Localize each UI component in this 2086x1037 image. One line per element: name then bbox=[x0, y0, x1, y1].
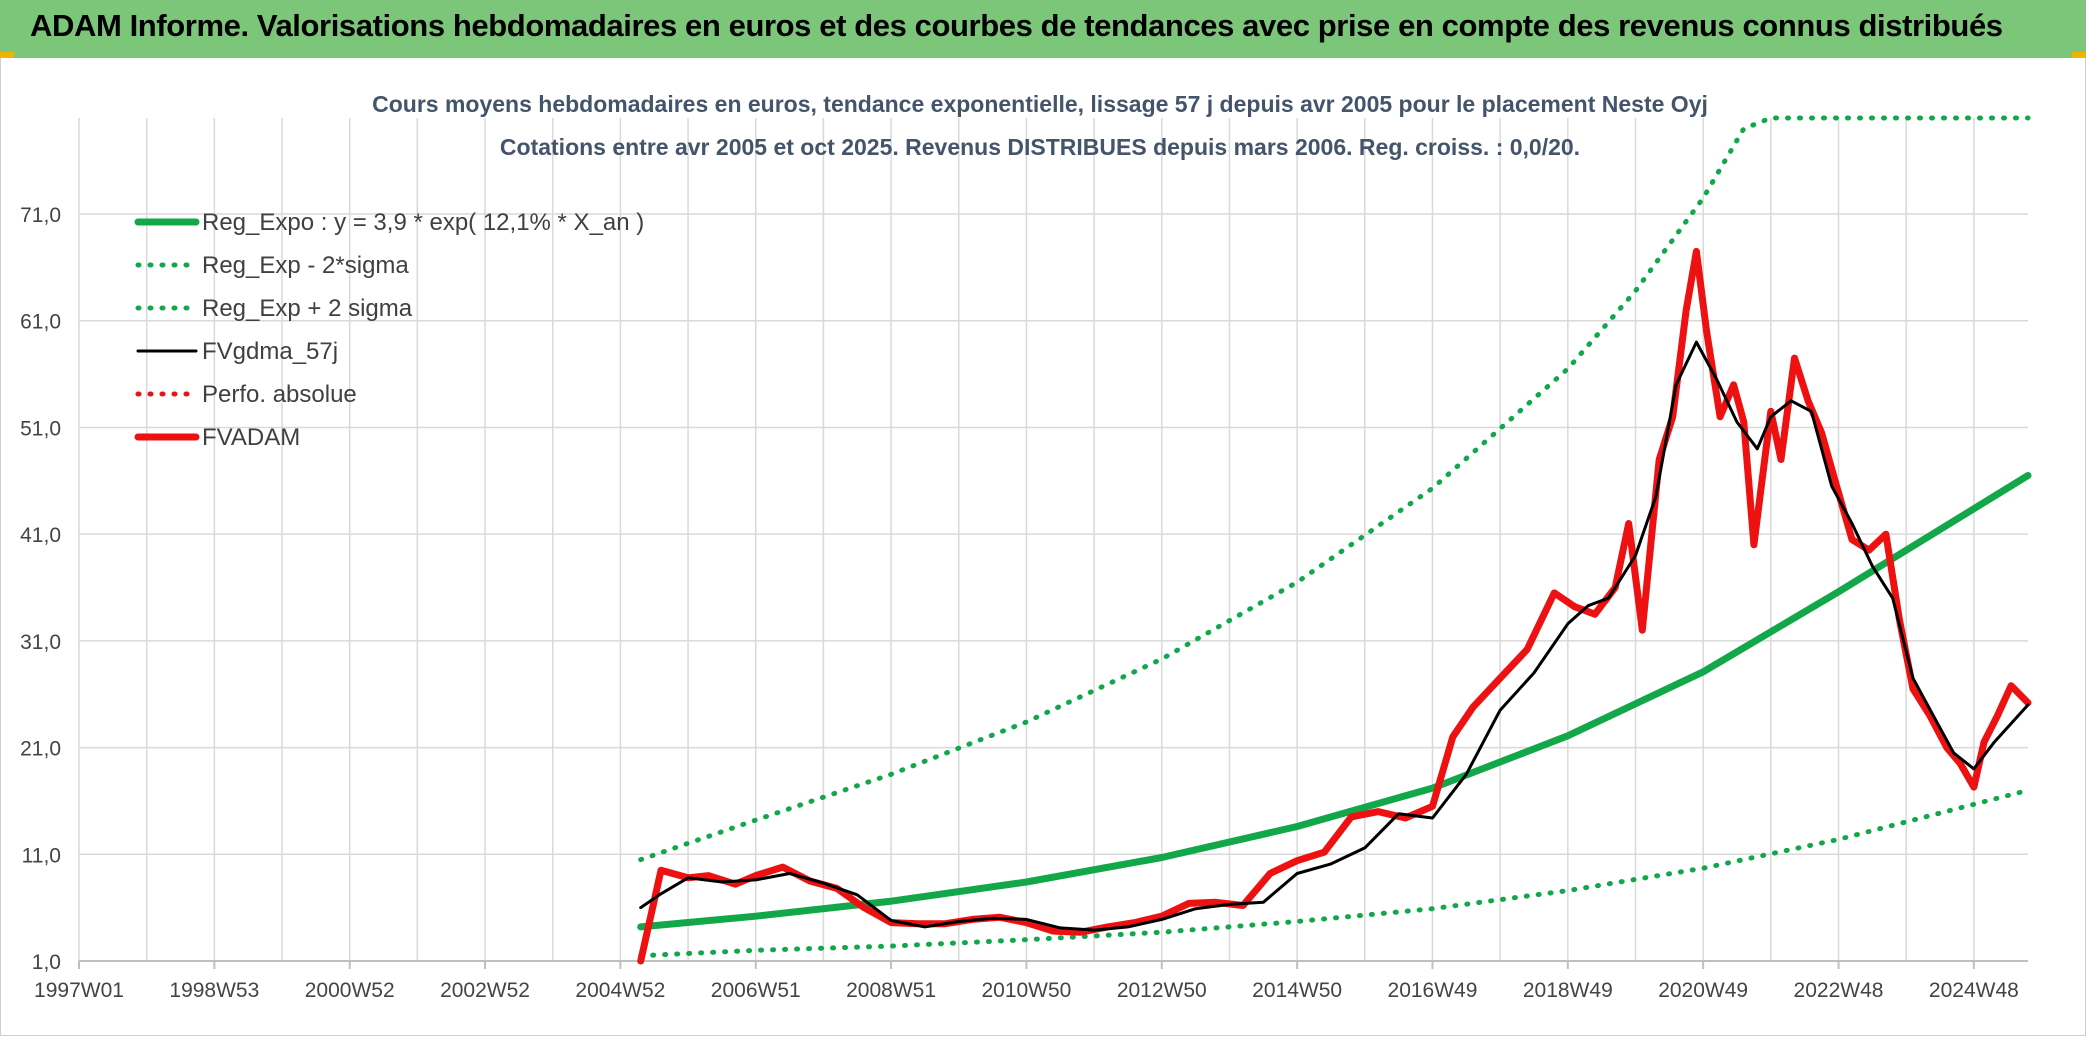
x-tick-label: 2022W48 bbox=[1794, 979, 1884, 1002]
legend-label: Reg_Exp + 2 sigma bbox=[202, 295, 413, 322]
x-tick-label: 2008W51 bbox=[846, 979, 936, 1002]
x-tick-label: 2020W49 bbox=[1658, 979, 1748, 1002]
x-tick-label: 1998W53 bbox=[169, 979, 259, 1002]
x-tick-label: 2018W49 bbox=[1523, 979, 1613, 1002]
y-tick-label: 61,0 bbox=[20, 311, 61, 334]
chart-title: Cours moyens hebdomadaires en euros, ten… bbox=[372, 91, 1708, 117]
series-line-1 bbox=[638, 787, 2031, 959]
legend: Reg_Expo : y = 3,9 * exp( 12,1% * X_an )… bbox=[134, 209, 644, 451]
legend-label: FVADAM bbox=[202, 424, 300, 451]
corner-marker-left bbox=[0, 52, 14, 58]
axis-layer: 1,0 11,0 21,0 31,0 41,0 51,0 61,0 71,0 1997W01 19… bbox=[20, 204, 2028, 1002]
x-tick-label: 1997W01 bbox=[34, 979, 124, 1002]
y-tick-label: 11,0 bbox=[22, 844, 61, 867]
y-tick-label: 41,0 bbox=[20, 524, 61, 547]
y-tick-label: 31,0 bbox=[20, 631, 61, 654]
y-tick-label: 71,0 bbox=[20, 204, 61, 227]
legend-label: Reg_Exp - 2*sigma bbox=[202, 252, 409, 279]
corner-marker-right bbox=[2072, 52, 2086, 58]
x-tick-label: 2006W51 bbox=[711, 979, 801, 1002]
x-tick-label: 2000W52 bbox=[305, 979, 395, 1002]
y-tick-label: 1,0 bbox=[32, 951, 61, 974]
header-banner: ADAM Informe. Valorisations hebdomadaire… bbox=[0, 0, 2086, 58]
series-layer bbox=[637, 115, 2032, 965]
legend-label: FVgdma_57j bbox=[202, 338, 338, 365]
x-tick-label: 2016W49 bbox=[1388, 979, 1478, 1002]
legend-label: Reg_Expo : y = 3,9 * exp( 12,1% * X_an ) bbox=[202, 209, 644, 236]
y-tick-label: 51,0 bbox=[20, 417, 61, 440]
grid-layer bbox=[78, 118, 2028, 962]
chart-subtitle: Cotations entre avr 2005 et oct 2025. Re… bbox=[500, 134, 1580, 160]
report-title: ADAM Informe. Valorisations hebdomadaire… bbox=[30, 8, 2003, 43]
legend-label: Perfo. absolue bbox=[202, 381, 357, 408]
x-tick-label: 2012W50 bbox=[1117, 979, 1207, 1002]
x-tick-label: 2024W48 bbox=[1929, 979, 2019, 1002]
y-tick-label: 21,0 bbox=[20, 738, 61, 761]
x-tick-label: 2004W52 bbox=[575, 979, 665, 1002]
series-line-0 bbox=[637, 472, 2032, 931]
x-tick-label: 2010W50 bbox=[981, 979, 1071, 1002]
series-line-2 bbox=[638, 115, 2031, 863]
series-line-3 bbox=[639, 340, 2030, 932]
x-tick-label: 2002W52 bbox=[440, 979, 530, 1002]
x-tick-label: 2014W50 bbox=[1252, 979, 1342, 1002]
